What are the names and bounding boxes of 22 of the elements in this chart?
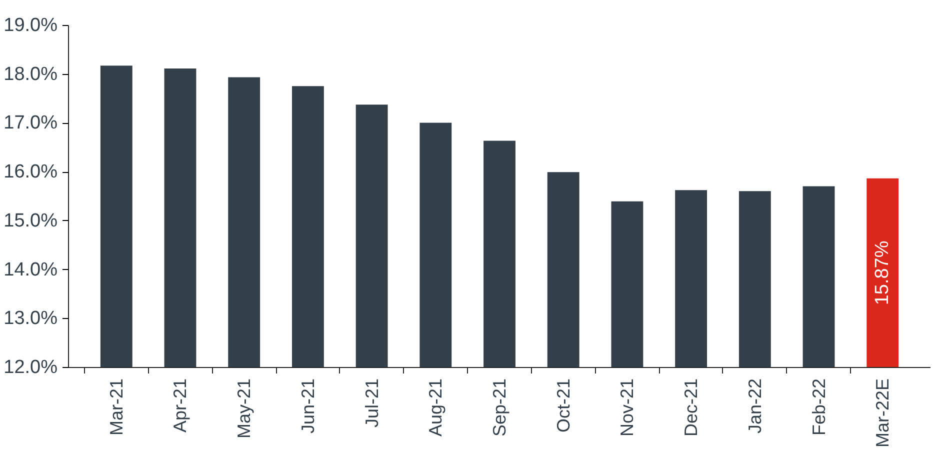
y-tick-label: 15.0% <box>4 210 58 232</box>
x-tick-label: Aug-21 <box>426 378 446 437</box>
y-tick-label: 14.0% <box>4 259 58 280</box>
y-tick-label: 12.0% <box>4 357 58 378</box>
x-tick-label: Feb-22 <box>808 378 829 436</box>
x-tick-label: Jan-22 <box>744 378 765 434</box>
x-tick-label: Jun-21 <box>298 378 318 434</box>
y-tick-label: 17.0% <box>4 112 58 134</box>
x-tick-label: Mar-22E <box>872 378 893 448</box>
x-tick-label: Jul-21 <box>362 378 382 428</box>
x-tick-label: Sep-21 <box>490 378 510 437</box>
data-label: 15.87% <box>872 240 894 306</box>
x-tick-label: Apr-21 <box>170 378 190 433</box>
x-tick-label: Oct-21 <box>553 378 574 433</box>
x-tick-label: Dec-21 <box>681 378 702 437</box>
y-tick-label: 13.0% <box>4 308 58 330</box>
y-tick-label: 18.0% <box>4 64 58 85</box>
x-tick-label: May-21 <box>234 378 254 439</box>
x-tick-label: Nov-21 <box>617 378 638 437</box>
y-tick-label: 19.0% <box>4 15 58 36</box>
y-tick-label: 16.0% <box>4 162 58 183</box>
x-tick-label: Mar-21 <box>106 378 126 436</box>
